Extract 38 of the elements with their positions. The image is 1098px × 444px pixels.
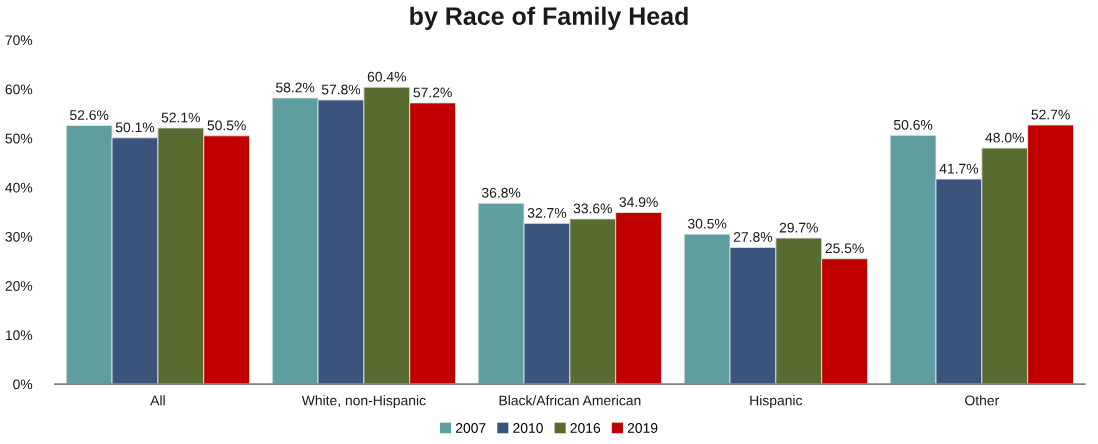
data-label: 34.9%	[619, 197, 658, 207]
data-label: 57.8%	[321, 84, 361, 95]
data-label: 41.7%	[939, 163, 979, 174]
data-label: 57.2%	[413, 87, 452, 98]
y-tick-label: 40%	[5, 182, 33, 193]
x-tick-label: All	[150, 395, 165, 406]
data-label: 32.7%	[527, 207, 567, 218]
legend-label: 2010	[513, 423, 543, 433]
data-label: 25.5%	[825, 243, 864, 254]
y-tick-label: 0%	[13, 379, 33, 390]
data-label: 33.6%	[573, 203, 612, 214]
data-label: 36.8%	[481, 187, 521, 198]
x-tick-label: White, non-Hispanic	[301, 395, 426, 409]
y-tick-label: 70%	[5, 35, 33, 46]
data-label: 27.8%	[733, 232, 773, 242]
data-label: 52.6%	[70, 110, 109, 120]
y-tick-label: 50%	[5, 133, 33, 144]
x-tick-label: Hispanic	[750, 395, 803, 409]
data-label: 50.5%	[207, 120, 246, 131]
y-tick-label: 60%	[5, 84, 33, 95]
y-tick-label: 20%	[5, 281, 33, 291]
data-label: 50.6%	[893, 119, 933, 130]
data-label: 29.7%	[779, 222, 818, 233]
y-tick-label: 30%	[5, 231, 33, 242]
data-label: 50.1%	[115, 122, 155, 133]
data-label: 30.5%	[687, 218, 727, 229]
data-label: 48.0%	[985, 132, 1024, 143]
data-label: 52.1%	[161, 112, 201, 123]
data-label: 52.7%	[1031, 109, 1070, 120]
x-tick-label: Black/African American	[499, 395, 641, 406]
legend-label: 2007	[455, 423, 486, 433]
y-tick-label: 10%	[5, 330, 33, 341]
legend-label: 2016	[570, 423, 601, 433]
x-tick-label: Other	[965, 395, 999, 406]
data-label: 58.2%	[276, 82, 315, 93]
legend-label: 2019	[627, 423, 658, 433]
chart-title: by Race of Family Head	[410, 6, 688, 30]
data-label: 60.4%	[367, 71, 406, 82]
